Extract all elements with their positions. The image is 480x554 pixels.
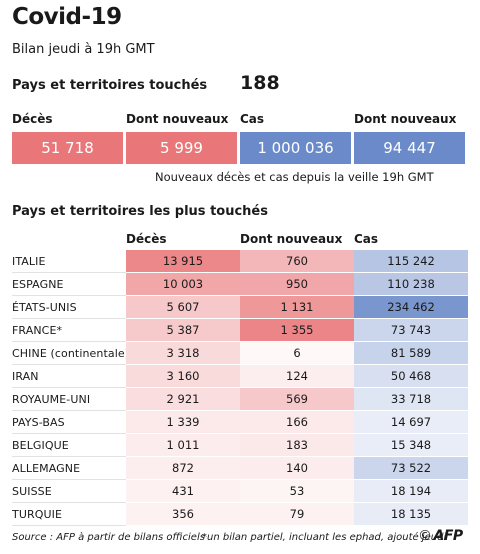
summary-new-cases-box: 94 447 [354,132,465,164]
row-divider [12,525,126,526]
summary-deaths-box: 51 718 [12,132,123,164]
new-deaths-cell: 760 [240,250,354,272]
country-name: ROYAUME-UNI [12,393,91,406]
summary-cases-label: Cas [240,112,265,126]
deaths-cell: 3 318 [126,342,240,364]
row-divider [12,387,126,388]
cases-cell: 14 697 [354,411,468,433]
row-divider [12,433,126,434]
country-name: ÉTATS-UNIS [12,301,77,314]
new-deaths-cell: 1 131 [240,296,354,318]
table-row: PAYS-BAS 1 339 166 14 697 [12,411,470,434]
afp-logo-text: AFP [433,528,464,544]
row-divider [12,456,126,457]
cases-cell: 110 238 [354,273,468,295]
new-deaths-cell: 140 [240,457,354,479]
copyright-icon: © [418,528,432,544]
afp-logo: © AFP [418,528,463,544]
deaths-cell: 1 339 [126,411,240,433]
affected-countries-label: Pays et territoires touchés [12,78,208,93]
table-row: IRAN 3 160 124 50 468 [12,365,470,388]
cases-cell: 18 194 [354,480,468,502]
deaths-cell: 13 915 [126,250,240,272]
cases-cell: 81 589 [354,342,468,364]
table-row: TURQUIE 356 79 18 135 [12,503,470,526]
cases-cell: 115 242 [354,250,468,272]
row-divider [12,502,126,503]
table-row: ROYAUME-UNI 2 921 569 33 718 [12,388,470,411]
country-name: TURQUIE [12,508,63,521]
new-deaths-cell: 166 [240,411,354,433]
table-row: ALLEMAGNE 872 140 73 522 [12,457,470,480]
table-title: Pays et territoires les plus touchés [12,204,268,219]
table-row: ÉTATS-UNIS 5 607 1 131 234 462 [12,296,470,319]
deaths-cell: 872 [126,457,240,479]
row-divider [12,410,126,411]
new-deaths-cell: 6 [240,342,354,364]
deaths-cell: 1 011 [126,434,240,456]
country-name: SUISSE [12,485,52,498]
new-deaths-cell: 183 [240,434,354,456]
summary-deaths-label: Décès [12,112,53,126]
row-divider [12,295,126,296]
affected-countries-value: 188 [240,72,280,94]
deaths-cell: 431 [126,480,240,502]
summary-new-deaths-box: 5 999 [126,132,237,164]
deaths-cell: 3 160 [126,365,240,387]
cases-cell: 50 468 [354,365,468,387]
summary-new-deaths-label: Dont nouveaux [126,112,229,126]
country-name: PAYS-BAS [12,416,65,429]
country-name: ALLEMAGNE [12,462,81,475]
table-row: FRANCE* 5 387 1 355 73 743 [12,319,470,342]
table-row: ITALIE 13 915 760 115 242 [12,250,470,273]
row-divider [12,318,126,319]
deaths-cell: 5 607 [126,296,240,318]
summary-note: Nouveaux décès et cas depuis la veille 1… [155,170,434,184]
deaths-cell: 2 921 [126,388,240,410]
new-deaths-cell: 79 [240,503,354,525]
column-header-deaths: Décès [126,232,167,246]
deaths-cell: 356 [126,503,240,525]
row-divider [12,272,126,273]
footer-source: Source : AFP à partir de bilans officiel… [12,532,205,543]
table-row: CHINE (continentale) 3 318 6 81 589 [12,342,470,365]
cases-cell: 73 743 [354,319,468,341]
row-divider [12,479,126,480]
new-deaths-cell: 950 [240,273,354,295]
country-name: ESPAGNE [12,278,64,291]
new-deaths-cell: 1 355 [240,319,354,341]
table-row: BELGIQUE 1 011 183 15 348 [12,434,470,457]
row-divider [12,341,126,342]
cases-cell: 73 522 [354,457,468,479]
deaths-cell: 5 387 [126,319,240,341]
country-name: CHINE (continentale) [12,347,130,360]
new-deaths-cell: 53 [240,480,354,502]
cases-cell: 234 462 [354,296,468,318]
row-divider [12,364,126,365]
table-row: SUISSE 431 53 18 194 [12,480,470,503]
country-name: BELGIQUE [12,439,69,452]
summary-cases-box: 1 000 036 [240,132,351,164]
cases-cell: 33 718 [354,388,468,410]
footer-note: *un bilan partiel, incluant les ephad, a… [202,532,447,543]
country-name: FRANCE* [12,324,63,337]
deaths-cell: 10 003 [126,273,240,295]
page-title: Covid-19 [12,4,122,30]
cases-cell: 15 348 [354,434,468,456]
column-header-cases: Cas [354,232,379,246]
column-header-new-deaths: Dont nouveaux [240,232,343,246]
summary-new-cases-label: Dont nouveaux [354,112,457,126]
country-name: ITALIE [12,255,46,268]
page-subtitle: Bilan jeudi à 19h GMT [12,42,155,57]
table-row: ESPAGNE 10 003 950 110 238 [12,273,470,296]
cases-cell: 18 135 [354,503,468,525]
new-deaths-cell: 569 [240,388,354,410]
new-deaths-cell: 124 [240,365,354,387]
country-name: IRAN [12,370,39,383]
